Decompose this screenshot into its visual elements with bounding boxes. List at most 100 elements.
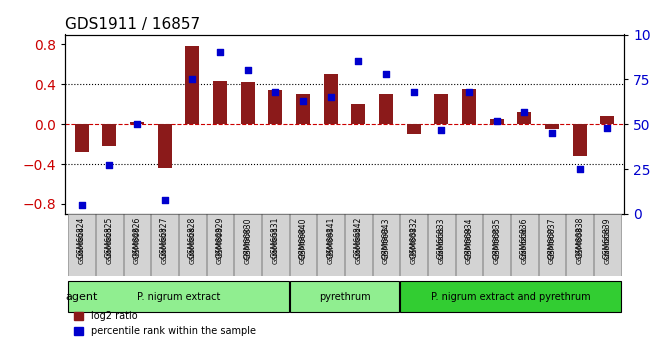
Text: GSM66842: GSM66842: [354, 217, 363, 258]
Text: P. nigrum extract and pyrethrum: P. nigrum extract and pyrethrum: [431, 292, 590, 302]
FancyBboxPatch shape: [262, 214, 289, 276]
Bar: [517, 112, 531, 124]
Bar: [352, 104, 365, 124]
Bar: [407, 124, 421, 134]
Text: GSM66842: GSM66842: [356, 226, 361, 264]
Bar: [490, 119, 504, 124]
Point: [214, 50, 225, 55]
Bar: [268, 90, 282, 124]
Text: GSM66829: GSM66829: [217, 226, 223, 264]
Text: GSM66825: GSM66825: [107, 226, 112, 264]
Point: [408, 89, 419, 95]
Point: [491, 118, 502, 124]
FancyBboxPatch shape: [566, 214, 593, 276]
Point: [353, 59, 363, 64]
Text: GSM66837: GSM66837: [547, 217, 556, 258]
Bar: [158, 124, 172, 168]
Text: GSM66831: GSM66831: [272, 226, 278, 264]
Bar: [601, 116, 614, 124]
Text: GSM66843: GSM66843: [382, 217, 391, 258]
Bar: [240, 82, 255, 124]
Bar: [213, 81, 227, 124]
Point: [77, 202, 87, 208]
Text: GSM66836: GSM66836: [520, 217, 529, 258]
Point: [436, 127, 447, 132]
Bar: [545, 124, 559, 129]
Text: agent: agent: [66, 292, 98, 302]
Text: GSM66835: GSM66835: [492, 217, 501, 258]
FancyBboxPatch shape: [400, 214, 427, 276]
Text: GSM66833: GSM66833: [438, 226, 445, 264]
Text: GSM66828: GSM66828: [189, 226, 195, 264]
Text: GSM66841: GSM66841: [326, 217, 335, 258]
Legend: log2 ratio, percentile rank within the sample: log2 ratio, percentile rank within the s…: [70, 307, 260, 340]
Text: GSM66834: GSM66834: [466, 226, 472, 264]
Point: [547, 130, 557, 136]
FancyBboxPatch shape: [235, 214, 261, 276]
Text: GSM66829: GSM66829: [215, 217, 224, 258]
FancyBboxPatch shape: [345, 214, 372, 276]
Point: [298, 98, 308, 104]
Bar: [573, 124, 587, 156]
Bar: [379, 94, 393, 124]
Text: GSM66831: GSM66831: [271, 217, 280, 258]
Text: GSM66834: GSM66834: [465, 217, 474, 258]
Text: GSM66840: GSM66840: [300, 226, 306, 264]
Text: GSM66832: GSM66832: [410, 217, 418, 258]
Bar: [185, 47, 199, 124]
Text: GSM66825: GSM66825: [105, 217, 114, 258]
Bar: [75, 124, 88, 152]
FancyBboxPatch shape: [207, 214, 233, 276]
Text: GSM66835: GSM66835: [494, 226, 500, 264]
Point: [464, 89, 474, 95]
Text: GSM66826: GSM66826: [133, 217, 142, 258]
Text: P. nigrum extract: P. nigrum extract: [136, 292, 220, 302]
Point: [519, 109, 530, 115]
Text: GSM66837: GSM66837: [549, 226, 555, 264]
Text: GSM66824: GSM66824: [77, 217, 86, 258]
FancyBboxPatch shape: [456, 214, 482, 276]
Bar: [102, 124, 116, 146]
FancyBboxPatch shape: [68, 281, 289, 312]
Text: GSM66830: GSM66830: [244, 226, 251, 264]
Point: [602, 125, 612, 130]
FancyBboxPatch shape: [428, 214, 454, 276]
Point: [159, 197, 170, 202]
Text: GSM66827: GSM66827: [162, 226, 168, 264]
FancyBboxPatch shape: [511, 214, 538, 276]
Text: GSM66838: GSM66838: [575, 217, 584, 258]
Point: [132, 121, 142, 127]
FancyBboxPatch shape: [151, 214, 178, 276]
FancyBboxPatch shape: [317, 214, 344, 276]
Text: GSM66841: GSM66841: [328, 226, 333, 264]
Text: GSM66826: GSM66826: [134, 226, 140, 264]
FancyBboxPatch shape: [96, 214, 123, 276]
FancyBboxPatch shape: [594, 214, 621, 276]
FancyBboxPatch shape: [68, 214, 95, 276]
Point: [381, 71, 391, 77]
Bar: [462, 89, 476, 124]
Text: GSM66824: GSM66824: [79, 226, 84, 264]
Bar: [296, 94, 310, 124]
FancyBboxPatch shape: [372, 214, 399, 276]
Bar: [434, 94, 448, 124]
Text: pyrethrum: pyrethrum: [318, 292, 370, 302]
Point: [187, 77, 198, 82]
Bar: [324, 75, 337, 124]
FancyBboxPatch shape: [290, 214, 317, 276]
FancyBboxPatch shape: [539, 214, 566, 276]
Text: GSM66836: GSM66836: [521, 226, 527, 264]
Point: [326, 95, 336, 100]
FancyBboxPatch shape: [484, 214, 510, 276]
Point: [270, 89, 281, 95]
Point: [242, 68, 253, 73]
Text: GSM66839: GSM66839: [603, 217, 612, 258]
Text: GSM66827: GSM66827: [160, 217, 169, 258]
Point: [575, 166, 585, 172]
Text: GDS1911 / 16857: GDS1911 / 16857: [65, 17, 200, 32]
Text: GSM66839: GSM66839: [604, 226, 610, 264]
Text: GSM66830: GSM66830: [243, 217, 252, 258]
Text: GSM66838: GSM66838: [577, 226, 582, 264]
Bar: [130, 122, 144, 124]
Text: GSM66833: GSM66833: [437, 217, 446, 258]
